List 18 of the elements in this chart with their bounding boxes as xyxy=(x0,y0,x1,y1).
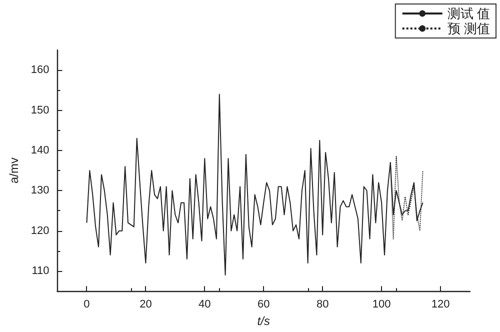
x-tick-label: 20 xyxy=(140,298,152,311)
y-tick-label: 110 xyxy=(32,265,50,278)
line-series xyxy=(86,94,424,276)
x-axis-title: t/s xyxy=(257,314,270,328)
x-tick-label: 40 xyxy=(198,298,211,311)
x-tick-label: 80 xyxy=(316,298,329,311)
y-axis-title: a/mv xyxy=(7,158,21,184)
legend-label: 测试 值 xyxy=(447,6,490,21)
x-tick-label: 100 xyxy=(372,298,391,311)
y-tick-label: 160 xyxy=(30,64,50,76)
y-tick-label: 120 xyxy=(30,224,50,237)
y-tick-label: 140 xyxy=(30,144,50,156)
legend-label: 预 测值 xyxy=(447,21,490,36)
x-tick-label: 0 xyxy=(84,298,90,311)
x-tick-label: 60 xyxy=(258,298,270,311)
y-tick-label: 130 xyxy=(30,184,50,197)
x-tick-label: 120 xyxy=(431,298,450,311)
y-tick-label: 150 xyxy=(30,104,50,116)
